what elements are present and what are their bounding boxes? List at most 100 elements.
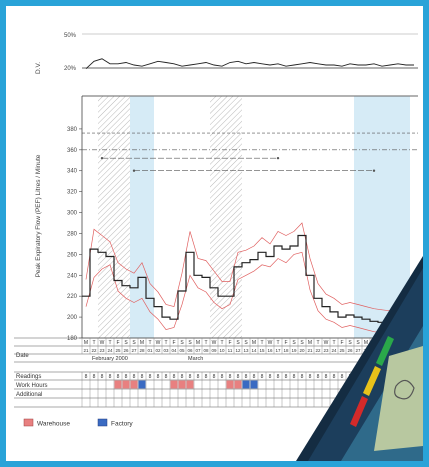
home-period-1 <box>354 96 410 338</box>
date-23: 16 <box>267 348 273 353</box>
day-3: T <box>108 340 111 346</box>
reading-33: 8 <box>349 374 352 380</box>
reading-8: 8 <box>149 374 152 380</box>
day-30: W <box>324 340 329 346</box>
date-16: 09 <box>211 348 217 353</box>
work-hours-cell-6 <box>186 380 194 389</box>
reading-29: 8 <box>317 374 320 380</box>
range-line-end-b-0 <box>276 156 280 160</box>
reading-35: 8 <box>365 374 368 380</box>
date-18: 11 <box>228 348 233 353</box>
reading-9: 8 <box>157 374 160 380</box>
date-9: 02 <box>155 348 161 353</box>
day-7: M <box>140 340 144 346</box>
reading-15: 8 <box>205 374 208 380</box>
day-11: F <box>172 340 175 346</box>
day-2: W <box>100 340 105 346</box>
day-33: S <box>348 340 352 346</box>
date-4: 25 <box>115 348 121 353</box>
month-0: February 2000 <box>92 356 128 362</box>
reading-5: 8 <box>125 374 128 380</box>
date-26: 19 <box>291 348 297 353</box>
date-8: 01 <box>147 348 153 353</box>
dv-tick-50: 50% <box>64 33 77 39</box>
day-6: S <box>132 340 136 346</box>
date-7: 28 <box>139 348 145 353</box>
work-hours-cell-1 <box>122 380 130 389</box>
work-hours-cell-5 <box>178 380 186 389</box>
y-tick-label-1: 200 <box>67 315 78 321</box>
day-26: S <box>292 340 296 346</box>
date-41: 03 <box>411 348 417 353</box>
reading-16: 8 <box>213 374 216 380</box>
day-4: F <box>116 340 119 346</box>
date-2: 23 <box>99 348 105 353</box>
work-hours-cell-2 <box>130 380 138 389</box>
day-18: F <box>228 340 231 346</box>
date-1: 22 <box>91 348 97 353</box>
day-12: S <box>180 340 184 346</box>
reading-18: 8 <box>229 374 232 380</box>
date-6: 27 <box>131 348 137 353</box>
range-line-end-b-1 <box>372 169 376 172</box>
reading-3: 8 <box>109 374 112 380</box>
day-23: W <box>268 340 273 346</box>
y-tick-label-10: 380 <box>67 127 78 133</box>
date-24: 17 <box>275 348 281 353</box>
pef-chart: 50%20% 180200220240260280300320340360380… <box>14 33 419 428</box>
reading-2: 8 <box>101 374 104 380</box>
day-5: S <box>124 340 128 346</box>
date-33: 26 <box>347 348 353 353</box>
work-period-1 <box>210 96 242 338</box>
reading-25: 8 <box>285 374 288 380</box>
dv-series <box>85 58 414 70</box>
row-label-readings: Readings <box>16 374 41 380</box>
day-13: S <box>188 340 192 346</box>
y-tick-label-4: 260 <box>67 252 78 258</box>
day-21: M <box>252 340 256 346</box>
date-39: 01 <box>395 348 401 353</box>
date-12: 05 <box>179 348 185 353</box>
date-35: 28 <box>363 348 369 353</box>
y-tick-label-0: 180 <box>67 336 78 342</box>
reading-26: 8 <box>293 374 296 380</box>
work-hours-cell-7 <box>226 380 234 389</box>
reading-20: 8 <box>245 374 248 380</box>
reading-4: 8 <box>117 374 120 380</box>
date-22: 15 <box>259 348 265 353</box>
row-label-work-hours: Work Hours <box>16 383 48 389</box>
date-31: 24 <box>331 348 337 353</box>
day-9: W <box>156 340 161 346</box>
date-32: 25 <box>339 348 345 353</box>
day-16: W <box>212 340 217 346</box>
reading-1: 8 <box>93 374 96 380</box>
day-14: M <box>196 340 200 346</box>
work-hours-cell-10 <box>250 380 258 389</box>
date-40: 02 <box>403 348 409 353</box>
row-label-additional: Additional <box>16 392 42 398</box>
reading-24: 8 <box>277 374 280 380</box>
day-22: T <box>260 340 263 346</box>
day-24: T <box>276 340 279 346</box>
day-0: M <box>84 340 88 346</box>
day-39: F <box>396 340 399 346</box>
day-1: T <box>92 340 95 346</box>
day-15: T <box>204 340 207 346</box>
chart-card: 50% 20% 180 200 220 240 260 280 300 320 340 360 380… <box>6 6 423 461</box>
date-5: 26 <box>123 348 129 353</box>
y-tick-label-5: 280 <box>67 231 78 237</box>
reading-31: 8 <box>333 374 336 380</box>
reading-22: 8 <box>261 374 264 380</box>
work-hours-cell-0 <box>114 380 122 389</box>
work-hours-cell-9 <box>242 380 250 389</box>
date-20: 13 <box>243 348 249 353</box>
row-label-date: Date <box>16 353 29 359</box>
day-17: T <box>220 340 223 346</box>
reading-0: 8 <box>85 374 88 380</box>
dv-tick-20: 20% <box>64 66 77 72</box>
date-21: 14 <box>251 348 257 353</box>
reading-6: 8 <box>133 374 136 380</box>
date-36: 29 <box>371 348 377 353</box>
work-hours-cell-3 <box>138 380 146 389</box>
home-period-0 <box>130 96 154 338</box>
